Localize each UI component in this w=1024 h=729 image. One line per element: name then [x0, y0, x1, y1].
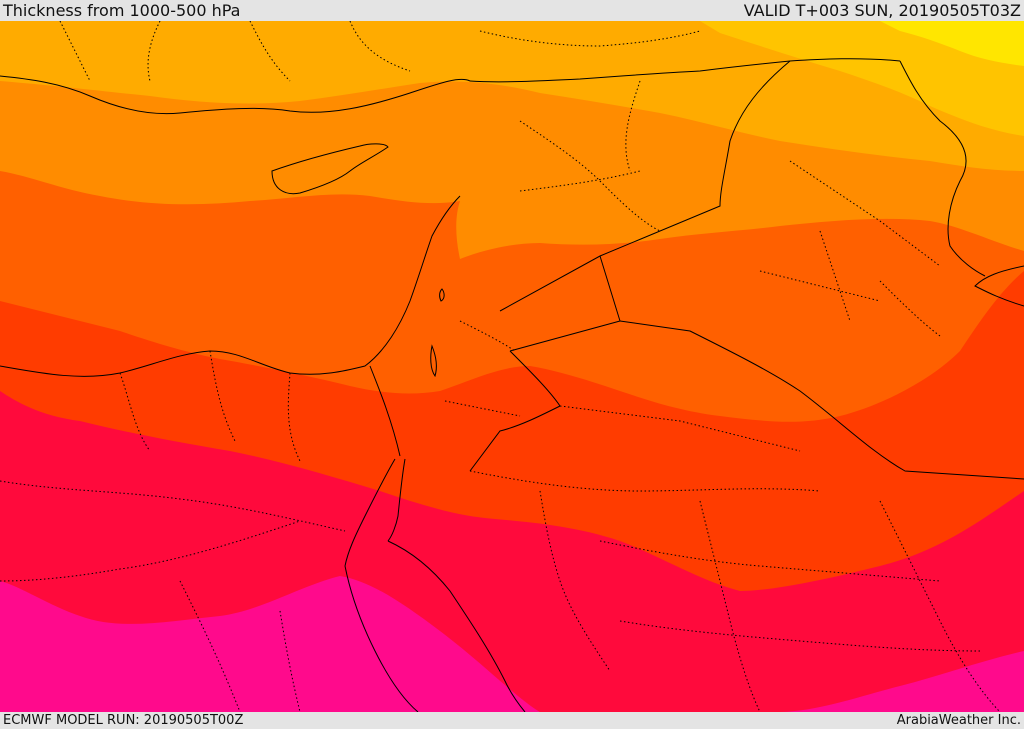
turkey-internal-1: [59, 21, 91, 82]
sudan-internal-1: [179, 580, 241, 712]
band-yellow: [880, 21, 1024, 66]
cyprus-outline: [271, 143, 389, 195]
borders: [369, 58, 1024, 480]
band-light-orange: [700, 21, 1024, 136]
band-amber: [0, 21, 1024, 171]
saudi-iraq-border: [619, 320, 1024, 480]
egypt-internal-1: [119, 372, 151, 452]
map-area[interactable]: [0, 21, 1024, 712]
jordan-internal-1: [459, 320, 516, 352]
saudi-internal-1: [559, 405, 801, 452]
saudi-internal-6: [599, 540, 941, 582]
dead-sea: [430, 344, 437, 378]
iraq-internal-2: [819, 230, 851, 322]
map-title: Thickness from 1000-500 hPa: [3, 1, 241, 20]
syria-internal-1: [519, 120, 661, 232]
turkey-internal-2: [147, 21, 161, 82]
red-sea-coast-east: [387, 540, 526, 712]
internal-boundaries: [0, 21, 1001, 712]
credit-label: ArabiaWeather Inc.: [896, 713, 1021, 728]
syria-iraq-border: [499, 60, 791, 312]
footer-bar: ECMWF MODEL RUN: 20190505T00Z ArabiaWeat…: [0, 712, 1024, 729]
turkey-internal-5: [479, 30, 701, 47]
med-south-coast: [0, 195, 461, 377]
gulf-of-suez: [344, 458, 396, 567]
persian-gulf-coast: [974, 265, 1024, 307]
turkey-south-coast: [0, 75, 471, 115]
syria-internal-3: [519, 170, 641, 192]
valid-time: VALID T+003 SUN, 20190505T03Z: [743, 1, 1021, 20]
model-run-label: ECMWF MODEL RUN: 20190505T00Z: [3, 713, 244, 728]
jordan-saudi-border: [469, 350, 561, 472]
saudi-internal-3: [539, 490, 611, 672]
egypt-internal-2: [209, 350, 236, 442]
turkey-syria-border: [469, 58, 901, 83]
saudi-internal-7: [619, 620, 981, 652]
sea-of-galilee: [439, 288, 445, 302]
thickness-map[interactable]: [0, 21, 1024, 712]
egypt-internal-3: [287, 372, 301, 462]
syria-internal-2: [625, 80, 641, 172]
red-sea-coast-west: [344, 565, 419, 712]
saudi-internal-4: [699, 500, 761, 712]
egypt-israel-border: [369, 365, 401, 457]
iraq-internal-1: [789, 160, 941, 267]
gulf-of-aqaba: [387, 458, 406, 542]
header-bar: Thickness from 1000-500 hPa VALID T+003 …: [0, 0, 1024, 21]
iran-iraq-border: [899, 60, 986, 277]
iraq-internal-3: [879, 280, 941, 337]
egypt-internal-4: [0, 480, 346, 532]
coastlines: [0, 75, 1024, 712]
jordan-internal-2: [444, 400, 521, 417]
turkey-internal-3: [249, 21, 291, 82]
